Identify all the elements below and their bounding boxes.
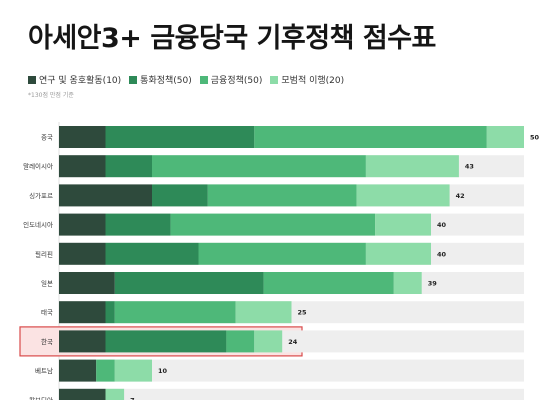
bar-track bbox=[59, 388, 524, 400]
bar-segment bbox=[114, 272, 264, 294]
bar-segment bbox=[59, 155, 106, 178]
bar-segment bbox=[114, 359, 152, 382]
category-label: 한국 bbox=[41, 338, 53, 346]
bar-segment bbox=[235, 301, 292, 324]
bar-segment bbox=[393, 272, 422, 294]
bar-segment bbox=[198, 242, 366, 265]
bar-segment bbox=[263, 272, 394, 294]
total-label: 24 bbox=[288, 338, 298, 346]
total-label: 25 bbox=[298, 309, 308, 317]
bar-track bbox=[59, 359, 524, 382]
bar-segment bbox=[226, 330, 255, 353]
chart-note: *130점 만점 기준 bbox=[28, 92, 74, 99]
bar-segment bbox=[152, 184, 208, 207]
bar-segment bbox=[375, 213, 431, 236]
bar-segment bbox=[356, 184, 450, 207]
bar-segment bbox=[105, 388, 125, 400]
bar-segment bbox=[207, 184, 357, 207]
bar-segment bbox=[59, 126, 106, 148]
bar-segment bbox=[105, 213, 171, 236]
bar-segment bbox=[105, 155, 152, 178]
bar-segment bbox=[96, 359, 115, 382]
bar-segment bbox=[486, 126, 524, 148]
bar-segment bbox=[365, 155, 459, 178]
legend-item-financial: 금융정책(50) bbox=[199, 73, 263, 86]
legend-swatch-monetary bbox=[129, 75, 138, 84]
legend-item-research: 연구 및 옹호활동(10) bbox=[28, 73, 121, 86]
bar-segment bbox=[254, 126, 487, 148]
bar-segment bbox=[59, 330, 106, 353]
category-label: 싱가포르 bbox=[29, 191, 53, 200]
total-label: 10 bbox=[158, 367, 168, 375]
category-label: 캄보디아 bbox=[29, 395, 53, 400]
legend-label-financial: 금융정책(50) bbox=[210, 76, 263, 86]
total-label: 43 bbox=[465, 163, 474, 171]
bar-segment bbox=[59, 242, 106, 265]
bar-segment bbox=[254, 330, 283, 353]
category-label: 태국 bbox=[41, 309, 53, 317]
bar-segment bbox=[59, 359, 97, 382]
bar-segment bbox=[105, 330, 227, 353]
bar-segment bbox=[365, 242, 431, 265]
total-label: 40 bbox=[437, 221, 447, 229]
bar-segment bbox=[152, 155, 366, 178]
legend-label-monetary: 통화정책(50) bbox=[140, 76, 192, 86]
legend-swatch-financial bbox=[199, 75, 208, 84]
bar-segment bbox=[114, 301, 236, 324]
total-label: 42 bbox=[456, 192, 465, 200]
bar-segment bbox=[59, 184, 152, 207]
bar-segment bbox=[59, 213, 106, 236]
bar-segment bbox=[105, 126, 255, 148]
legend-label-exemplary: 모범적 이행(20) bbox=[281, 76, 345, 86]
legend-swatch-exemplary bbox=[270, 75, 279, 84]
total-label: 50 bbox=[530, 134, 540, 142]
bar-segment bbox=[59, 301, 106, 324]
bar-segment bbox=[59, 272, 115, 294]
category-label: 인도네시아 bbox=[23, 220, 53, 229]
bar-segment bbox=[105, 301, 115, 324]
category-label: 중국 bbox=[41, 134, 53, 142]
total-label: 40 bbox=[437, 250, 447, 258]
total-label: 39 bbox=[428, 280, 438, 288]
legend: 연구 및 옹호활동(10) 통화정책(50) 금융정책(50) 모범적 이행(2… bbox=[28, 73, 344, 86]
category-label: 말레이시아 bbox=[23, 162, 53, 171]
legend-item-monetary: 통화정책(50) bbox=[129, 73, 192, 86]
bar-segment bbox=[105, 242, 199, 265]
legend-label-research: 연구 및 옹호활동(10) bbox=[39, 76, 122, 86]
bar-segment bbox=[59, 388, 106, 400]
chart-title: 아세안3+ 금융당국 기후정책 점수표 bbox=[28, 23, 436, 54]
category-label: 필리핀 bbox=[35, 249, 53, 258]
category-label: 베트남 bbox=[35, 366, 53, 375]
legend-item-exemplary: 모범적 이행(20) bbox=[270, 73, 344, 86]
bar-segment bbox=[170, 213, 376, 236]
legend-swatch-research bbox=[28, 75, 36, 84]
total-label: 7 bbox=[130, 396, 135, 400]
category-label: 일본 bbox=[41, 279, 53, 288]
